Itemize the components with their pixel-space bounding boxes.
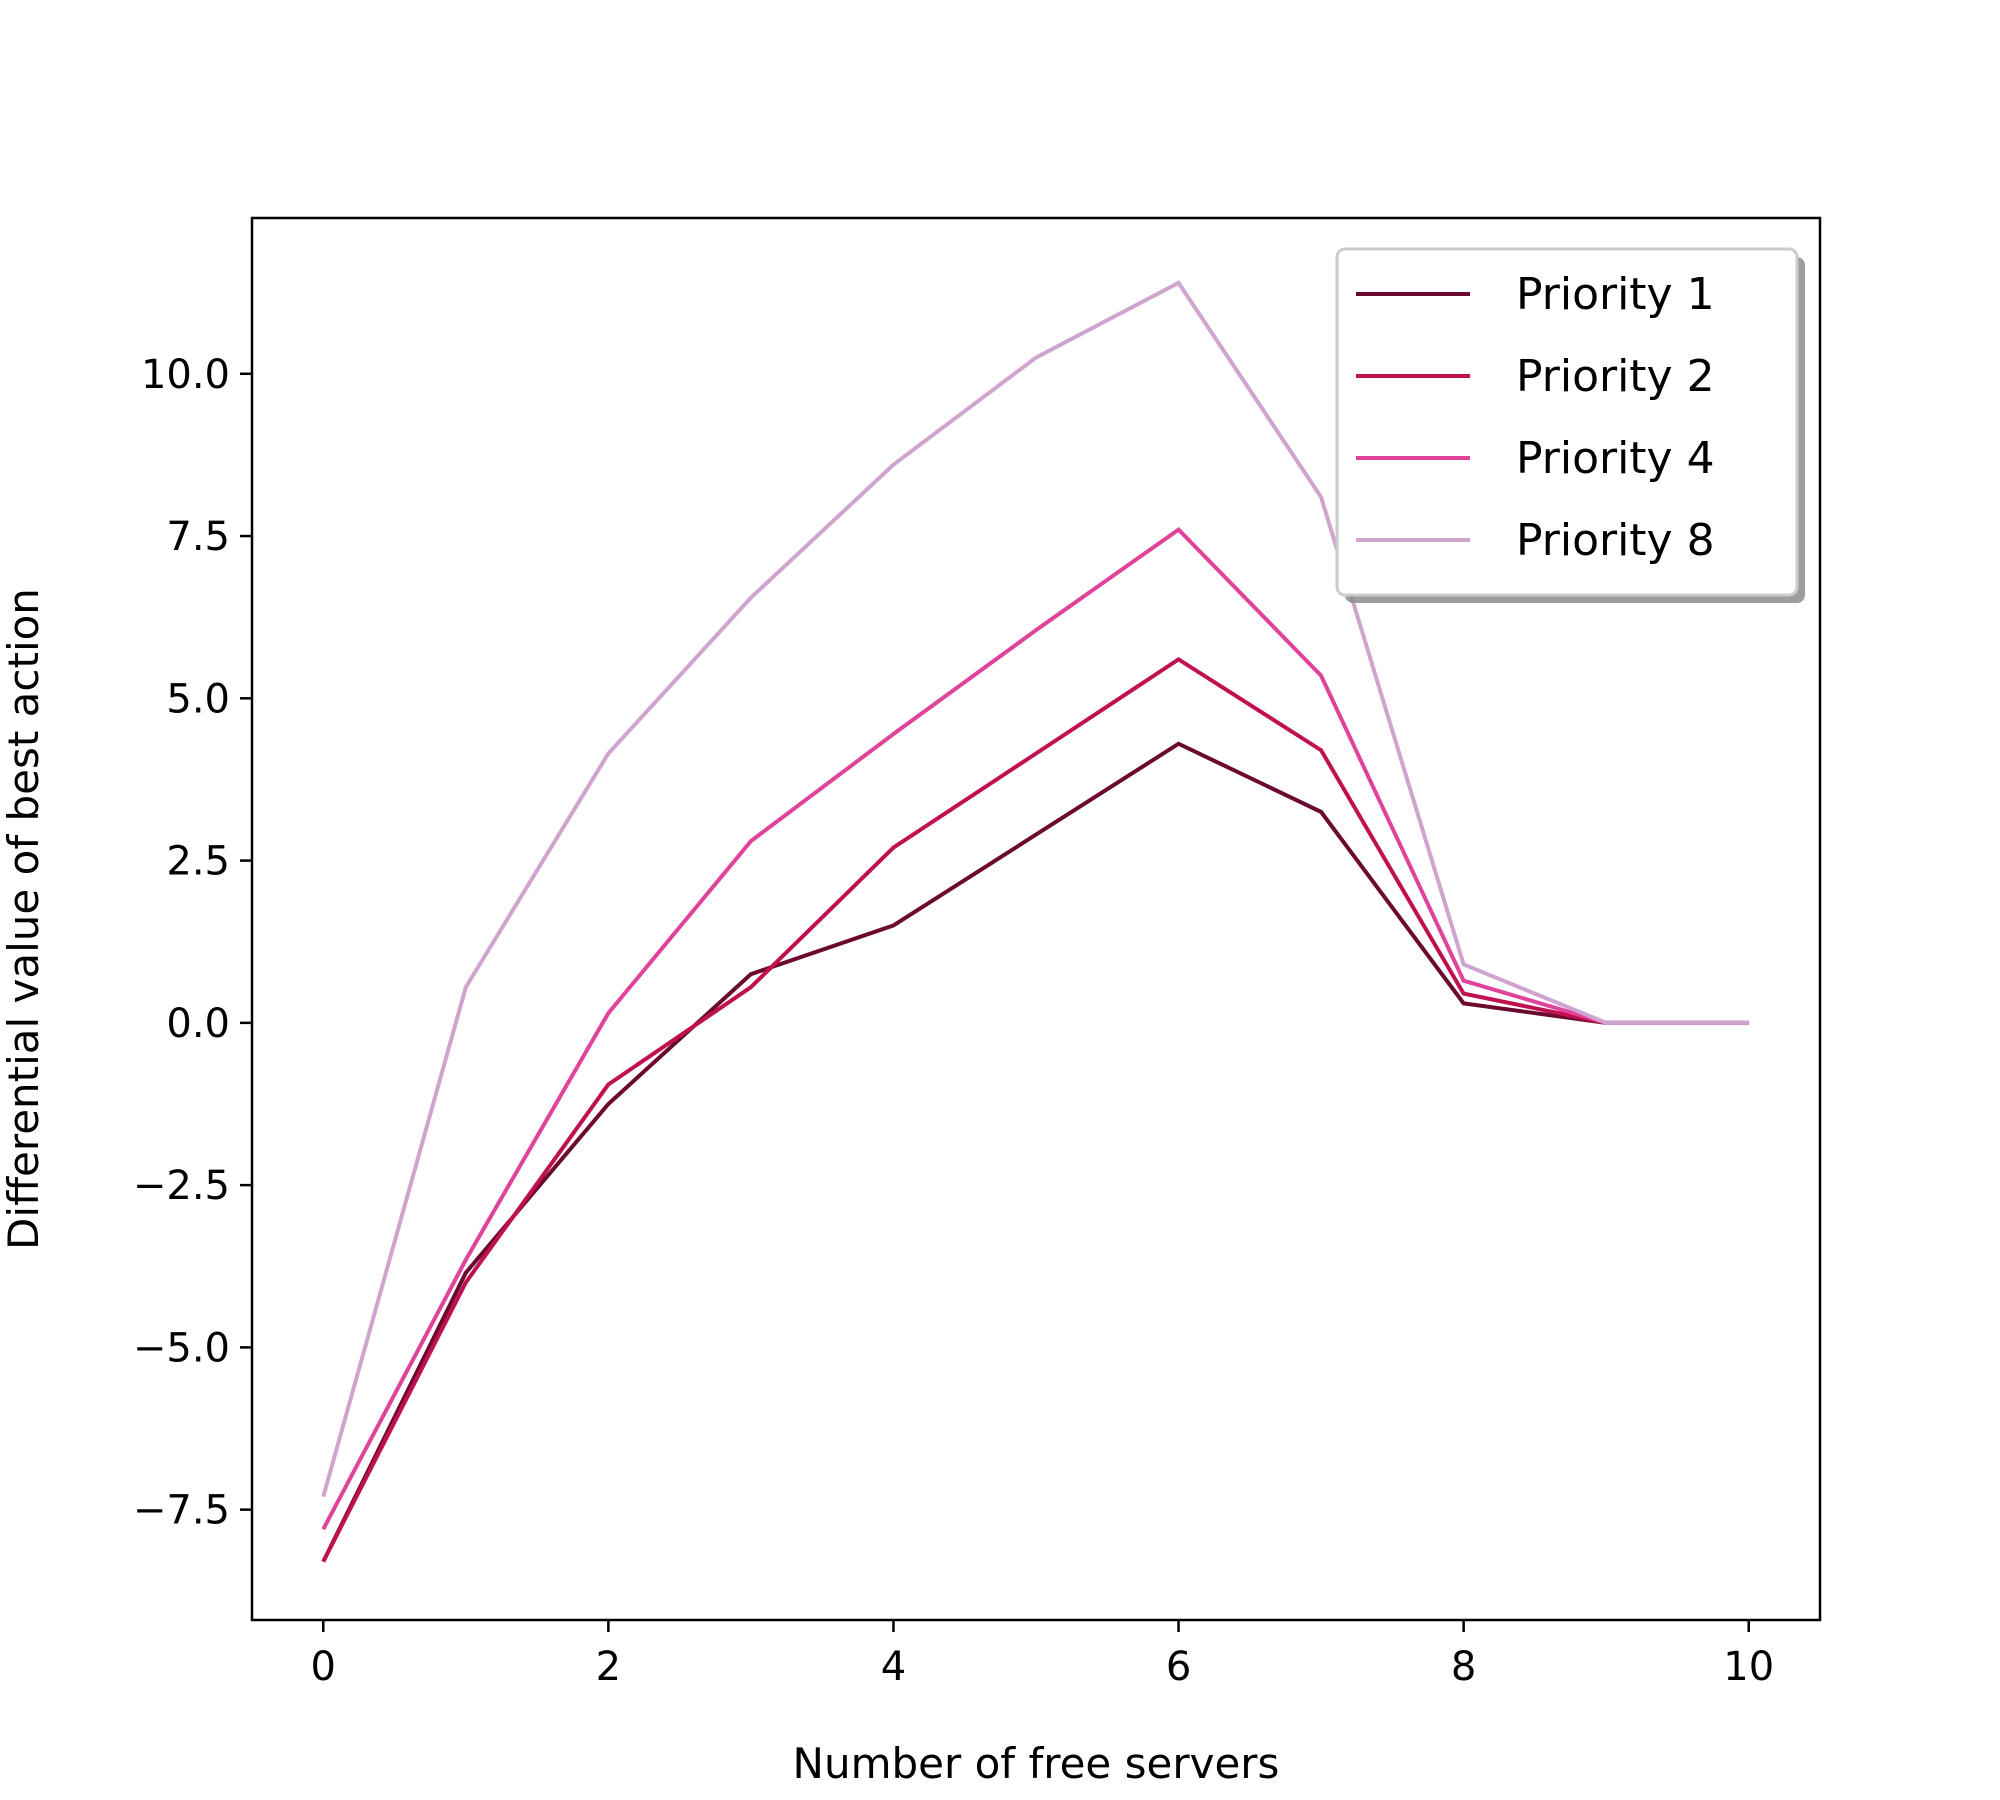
legend-label: Priority 1: [1516, 269, 1715, 320]
plot-frame: [250, 216, 1822, 1622]
y-tick-label: 7.5: [166, 514, 230, 560]
x-tick-label: 6: [1166, 1644, 1191, 1690]
legend-label: Priority 2: [1516, 351, 1715, 402]
legend: Priority 1 Priority 2 Priority 4 Priority 8: [1335, 247, 1805, 603]
series-layer: [321, 280, 1749, 1563]
x-axis-label: Number of free servers: [793, 1739, 1280, 1788]
x-tick-label: 4: [881, 1644, 906, 1690]
y-tick-label: 5.0: [166, 676, 230, 722]
y-tick-label: −7.5: [133, 1488, 230, 1534]
legend-label: Priority 8: [1516, 515, 1715, 566]
y-tick-label: 10.0: [141, 352, 230, 398]
y-tick-label: −5.0: [133, 1325, 230, 1371]
legend-entries: Priority 1 Priority 2 Priority 4 Priority 8: [1356, 269, 1715, 566]
y-axis-label: Differential value of best action: [0, 588, 48, 1250]
x-tick-label: 8: [1451, 1644, 1476, 1690]
x-tick-label: 0: [311, 1644, 336, 1690]
y-tick-label: 0.0: [166, 1001, 230, 1047]
legend-label: Priority 4: [1516, 433, 1715, 484]
x-tick-label: 2: [596, 1644, 621, 1690]
x-tick-label: 10: [1723, 1644, 1774, 1690]
y-tick-label: −2.5: [133, 1163, 230, 1209]
series-line-priority-2: [321, 656, 1749, 1563]
legend-box: [1335, 247, 1799, 597]
series-line-priority-1: [321, 741, 1749, 1563]
x-axis: 0 2 4 6 8 10: [311, 1620, 1774, 1690]
y-tick-label: 2.5: [166, 839, 230, 885]
series-line-priority-8: [321, 280, 1749, 1498]
series-line-priority-4: [321, 526, 1749, 1531]
y-axis: −7.5 −5.0 −2.5 0.0 2.5 5.0 7.5 10.0: [133, 352, 252, 1534]
